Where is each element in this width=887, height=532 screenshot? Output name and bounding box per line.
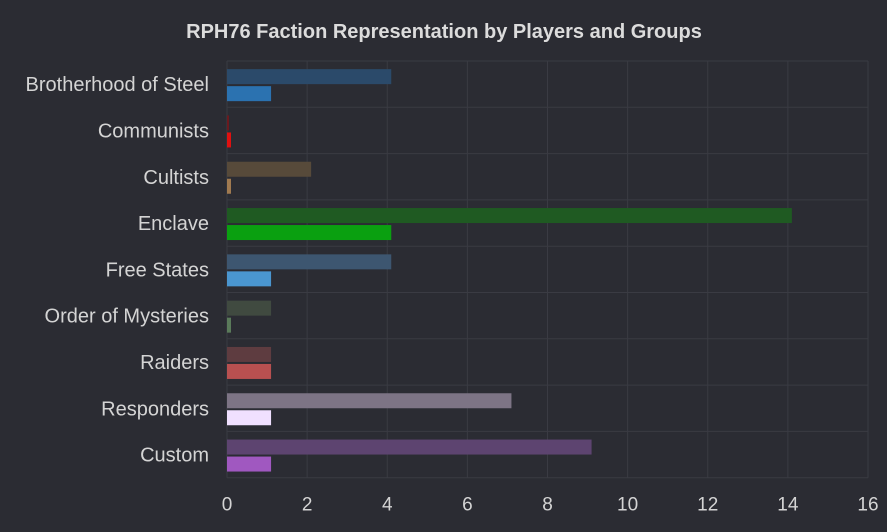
category-label: Raiders	[140, 352, 209, 374]
bar-0-cultists[interactable]	[227, 161, 312, 177]
x-tick-label: 12	[697, 495, 718, 516]
category-label: Enclave	[138, 213, 209, 235]
bar-0-free-states[interactable]	[227, 254, 392, 270]
chart-title: RPH76 Faction Representation by Players …	[186, 21, 702, 43]
bars	[227, 69, 792, 472]
x-tick-label: 2	[302, 495, 313, 516]
bar-1-cultists[interactable]	[227, 178, 232, 194]
x-axis-ticks: 0 2 4 6 8 10 12 14 16	[222, 495, 879, 516]
bar-0-communists[interactable]	[227, 115, 230, 131]
x-tick-label: 0	[222, 495, 233, 516]
x-tick-label: 4	[382, 495, 393, 516]
category-labels: Brotherhood of Steel Communists Cultists En…	[26, 74, 209, 466]
grid	[226, 60, 869, 479]
category-label: Communists	[98, 120, 209, 142]
bar-1-free-states[interactable]	[227, 271, 272, 287]
bar-0-responders[interactable]	[227, 393, 512, 409]
category-label: Cultists	[143, 167, 209, 189]
bar-1-responders[interactable]	[227, 410, 272, 426]
bar-0-raiders[interactable]	[227, 346, 272, 362]
bar-0-enclave[interactable]	[227, 208, 792, 224]
bar-1-raiders[interactable]	[227, 363, 272, 379]
category-label: Custom	[140, 445, 209, 467]
x-tick-label: 16	[857, 495, 878, 516]
bar-1-enclave[interactable]	[227, 225, 392, 241]
bar-1-order-of-mysteries[interactable]	[227, 317, 232, 333]
x-tick-label: 14	[777, 495, 799, 516]
bar-0-custom[interactable]	[227, 439, 592, 455]
bar-1-custom[interactable]	[227, 456, 272, 472]
category-label: Free States	[106, 259, 209, 281]
bar-0-brotherhood-of-steel[interactable]	[227, 69, 392, 85]
x-tick-label: 8	[542, 495, 553, 516]
category-label: Brotherhood of Steel	[26, 74, 209, 96]
bar-1-communists[interactable]	[227, 132, 232, 148]
x-tick-label: 10	[617, 495, 638, 516]
bar-0-order-of-mysteries[interactable]	[227, 300, 272, 316]
category-label: Order of Mysteries	[45, 306, 209, 328]
category-label: Responders	[101, 398, 209, 420]
x-tick-label: 6	[462, 495, 473, 516]
bar-1-brotherhood-of-steel[interactable]	[227, 86, 272, 102]
